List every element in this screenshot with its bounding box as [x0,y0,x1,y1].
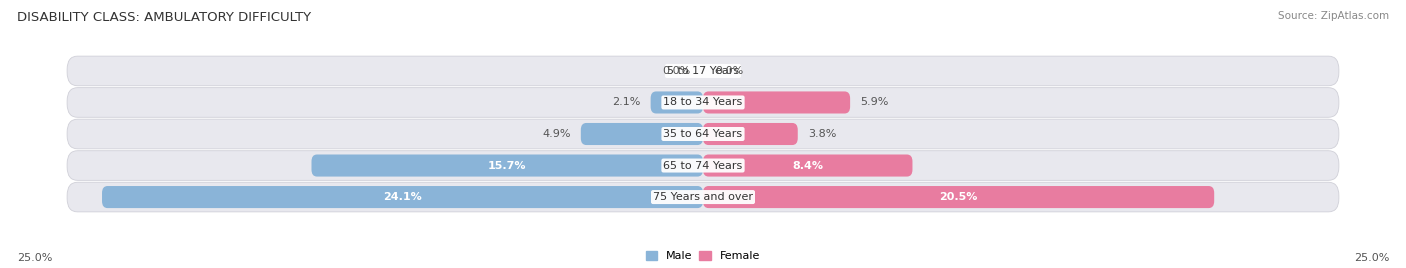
Text: 4.9%: 4.9% [543,129,571,139]
Text: 35 to 64 Years: 35 to 64 Years [664,129,742,139]
Text: 25.0%: 25.0% [17,253,52,263]
Text: 18 to 34 Years: 18 to 34 Years [664,98,742,107]
Text: 5 to 17 Years: 5 to 17 Years [666,66,740,76]
Text: 25.0%: 25.0% [1354,253,1389,263]
Text: 75 Years and over: 75 Years and over [652,192,754,202]
Text: 3.8%: 3.8% [807,129,837,139]
Text: 24.1%: 24.1% [384,192,422,202]
Text: 2.1%: 2.1% [612,98,641,107]
Text: 15.7%: 15.7% [488,161,526,170]
FancyBboxPatch shape [67,119,1339,149]
Text: 0.0%: 0.0% [662,66,690,76]
FancyBboxPatch shape [103,186,703,208]
FancyBboxPatch shape [703,186,1215,208]
Text: 0.0%: 0.0% [716,66,744,76]
FancyBboxPatch shape [312,154,703,177]
Text: Source: ZipAtlas.com: Source: ZipAtlas.com [1278,11,1389,21]
Text: 8.4%: 8.4% [792,161,824,170]
Text: DISABILITY CLASS: AMBULATORY DIFFICULTY: DISABILITY CLASS: AMBULATORY DIFFICULTY [17,11,311,24]
Legend: Male, Female: Male, Female [641,247,765,266]
FancyBboxPatch shape [651,91,703,114]
FancyBboxPatch shape [67,88,1339,117]
FancyBboxPatch shape [703,154,912,177]
Text: 20.5%: 20.5% [939,192,977,202]
Text: 65 to 74 Years: 65 to 74 Years [664,161,742,170]
FancyBboxPatch shape [581,123,703,145]
FancyBboxPatch shape [67,56,1339,86]
FancyBboxPatch shape [703,123,797,145]
FancyBboxPatch shape [703,91,851,114]
Text: 5.9%: 5.9% [860,98,889,107]
FancyBboxPatch shape [67,151,1339,180]
FancyBboxPatch shape [67,182,1339,212]
